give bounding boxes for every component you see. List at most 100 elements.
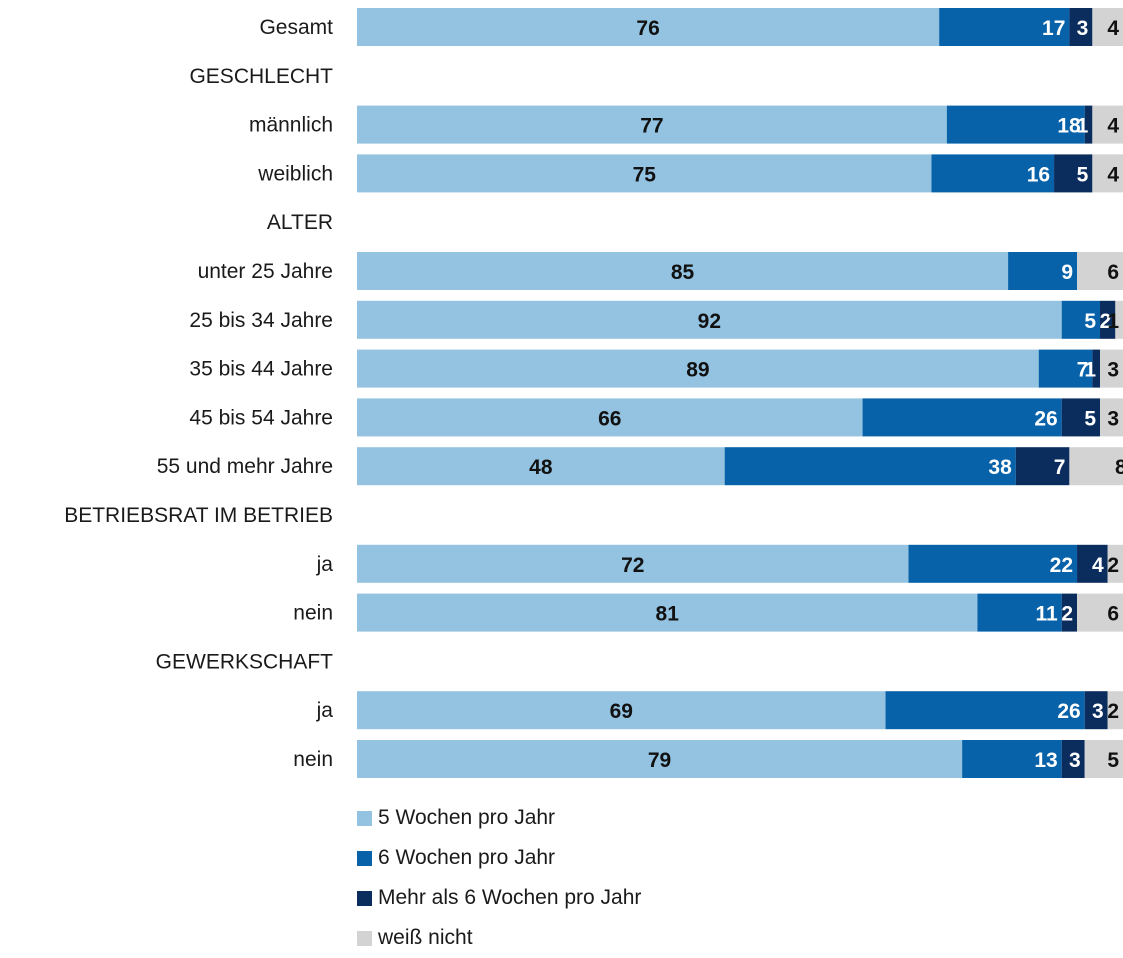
- bar-segment: [1077, 593, 1123, 632]
- category-label: 25 bis 34 Jahre: [189, 309, 333, 332]
- bar-segment: [357, 105, 947, 144]
- bar-value-label: 4: [1107, 17, 1119, 40]
- bar-value-label: 69: [610, 700, 633, 723]
- bar-segment: [357, 252, 1009, 290]
- bar-segment: [1084, 105, 1093, 144]
- bar-value-label: 3: [1107, 407, 1119, 430]
- bar-segment: [885, 691, 1085, 730]
- legend-item: 5 Wochen pro Jahr: [357, 798, 641, 838]
- bar-segment: [977, 593, 1062, 632]
- bar-value-label: 75: [633, 163, 657, 186]
- category-label: unter 25 Jahre: [198, 260, 333, 283]
- bar-segment: [939, 8, 1070, 46]
- legend-swatch: [357, 890, 372, 906]
- bar-segment: [1092, 154, 1123, 193]
- bar-segment: [1061, 398, 1101, 437]
- bar-segment: [357, 447, 725, 486]
- bar-value-label: 5: [1107, 749, 1119, 772]
- bar-value-label: 18: [1057, 115, 1081, 138]
- bar-segment: [1092, 8, 1123, 46]
- bar-segment: [1061, 593, 1078, 632]
- group-header-label: GEWERKSCHAFT: [156, 650, 334, 673]
- bar-segment: [357, 593, 978, 632]
- bar-value-label: 26: [1057, 700, 1080, 723]
- category-label: nein: [293, 602, 333, 625]
- bar-value-label: 4: [1107, 163, 1119, 186]
- bar-value-label: 26: [1034, 407, 1057, 430]
- bar-segment: [1100, 398, 1123, 437]
- bar-value-label: 72: [621, 554, 644, 577]
- bar-value-label: 2: [1107, 700, 1119, 723]
- bar-value-label: 66: [598, 407, 621, 430]
- legend-swatch: [357, 850, 372, 866]
- bar-value-label: 2: [1061, 603, 1073, 626]
- bar-segment: [357, 154, 932, 193]
- bar-value-label: 3: [1092, 700, 1104, 723]
- category-label: männlich: [249, 114, 333, 137]
- bar-value-label: 1: [1084, 359, 1096, 382]
- bar-value-label: 38: [988, 456, 1012, 479]
- bar-segment: [357, 8, 940, 46]
- legend-swatch: [357, 810, 372, 826]
- bar-segment: [908, 544, 1078, 583]
- bar-value-label: 77: [640, 115, 663, 138]
- bar-segment: [862, 398, 1062, 437]
- bar-value-label: 89: [686, 359, 709, 382]
- bar-segment: [931, 154, 1055, 193]
- bar-segment: [1107, 691, 1123, 730]
- bar-value-label: 2: [1107, 554, 1119, 577]
- bar-value-label: 1: [1107, 310, 1119, 333]
- category-label: nein: [293, 748, 333, 771]
- bar-segment: [357, 691, 886, 730]
- category-label: 35 bis 44 Jahre: [189, 358, 333, 381]
- bar-segment: [1061, 300, 1101, 339]
- bar-value-label: 79: [648, 749, 671, 772]
- bar-value-label: 76: [636, 17, 659, 40]
- bar-segment: [1084, 740, 1123, 778]
- bar-value-label: 7: [1054, 456, 1066, 479]
- bar-value-label: 6: [1107, 603, 1119, 626]
- legend-label: Mehr als 6 Wochen pro Jahr: [378, 886, 642, 909]
- group-header-label: GESCHLECHT: [189, 65, 333, 88]
- bar-segment: [357, 544, 909, 583]
- bar-segment: [1084, 691, 1108, 730]
- legend-label: weiß nicht: [378, 926, 473, 949]
- category-label: weiblich: [257, 162, 333, 185]
- bar-value-label: 8: [1115, 456, 1123, 479]
- bar-value-label: 85: [671, 261, 695, 284]
- bar-segment: [357, 398, 863, 437]
- group-header-label: ALTER: [267, 211, 333, 234]
- group-header-label: BETRIEBSRAT IM BETRIEB: [64, 504, 333, 527]
- category-label: Gesamt: [259, 16, 333, 39]
- bar-value-label: 7: [1077, 359, 1089, 382]
- legend-label: 6 Wochen pro Jahr: [378, 846, 556, 869]
- bar-segment: [1054, 154, 1093, 193]
- legend-item: 6 Wochen pro Jahr: [357, 838, 641, 878]
- legend-label: 5 Wochen pro Jahr: [378, 806, 556, 829]
- bar-value-label: 92: [698, 310, 721, 333]
- bar-value-label: 22: [1050, 554, 1073, 577]
- bar-segment: [1092, 105, 1123, 144]
- category-label: ja: [316, 553, 334, 576]
- bar-segment: [1069, 447, 1123, 486]
- category-label: 55 und mehr Jahre: [157, 455, 333, 478]
- bar-segment: [1100, 300, 1116, 339]
- legend-item: Mehr als 6 Wochen pro Jahr: [357, 878, 641, 918]
- bar-value-label: 13: [1034, 749, 1057, 772]
- bar-segment: [357, 300, 1062, 339]
- legend: 5 Wochen pro Jahr 6 Wochen pro Jahr Mehr a…: [357, 798, 641, 958]
- bar-segment: [1077, 252, 1123, 290]
- legend-item: weiß nicht: [357, 918, 641, 958]
- bar-segment: [1100, 349, 1123, 388]
- category-label: ja: [316, 699, 334, 722]
- bar-value-label: 81: [656, 603, 680, 626]
- bar-value-label: 3: [1069, 749, 1081, 772]
- bar-value-label: 1: [1077, 115, 1089, 138]
- bar-segment: [1115, 300, 1123, 339]
- bar-segment: [357, 349, 1039, 388]
- category-label: 45 bis 54 Jahre: [189, 406, 333, 429]
- bar-value-label: 9: [1061, 261, 1073, 284]
- bar-value-label: 11: [1036, 603, 1059, 626]
